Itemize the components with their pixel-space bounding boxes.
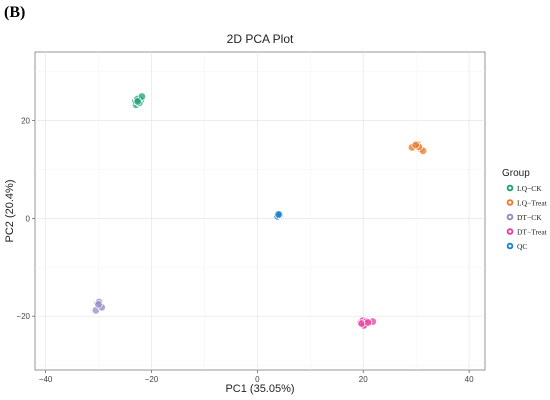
legend-label: QC <box>517 242 527 251</box>
y-tick-label: 20 <box>21 116 30 125</box>
legend-label: LQ−Treat <box>517 199 548 208</box>
x-tick-label: 20 <box>359 375 368 384</box>
x-tick-label: −20 <box>145 375 159 384</box>
x-axis: −40 −20 0 20 40 <box>39 370 474 384</box>
data-point <box>274 210 283 219</box>
legend-label: LQ−CK <box>517 184 542 193</box>
chart-title: 2D PCA Plot <box>227 32 294 46</box>
y-tick-label: −20 <box>16 312 30 321</box>
data-point <box>133 97 142 106</box>
legend-title: Group <box>502 168 530 179</box>
data-point <box>94 300 103 309</box>
x-tick-label: 40 <box>465 375 474 384</box>
data-point <box>363 318 373 327</box>
legend: Group LQ−CK LQ−Treat DT−CK DT−Treat QC <box>502 168 548 251</box>
legend-marker-center <box>508 215 512 219</box>
x-axis-label: PC1 (35.05%) <box>225 383 294 395</box>
legend-marker-center <box>508 201 512 204</box>
y-tick-label: 0 <box>26 214 31 223</box>
data-point <box>411 140 420 150</box>
legend-label: DT−Treat <box>517 228 548 237</box>
legend-marker-center <box>508 230 512 233</box>
plot-area <box>34 51 486 371</box>
data-points <box>91 92 428 330</box>
y-axis-label: PC2 (20.4%) <box>4 180 16 243</box>
legend-marker-center <box>508 186 512 190</box>
legend-label: DT−CK <box>517 213 542 222</box>
legend-marker-center <box>508 244 512 248</box>
panel-label: (B) <box>4 4 26 21</box>
x-tick-label: −40 <box>39 375 53 384</box>
x-tick-label: 0 <box>255 375 260 384</box>
y-axis: −20 0 20 <box>16 116 35 321</box>
